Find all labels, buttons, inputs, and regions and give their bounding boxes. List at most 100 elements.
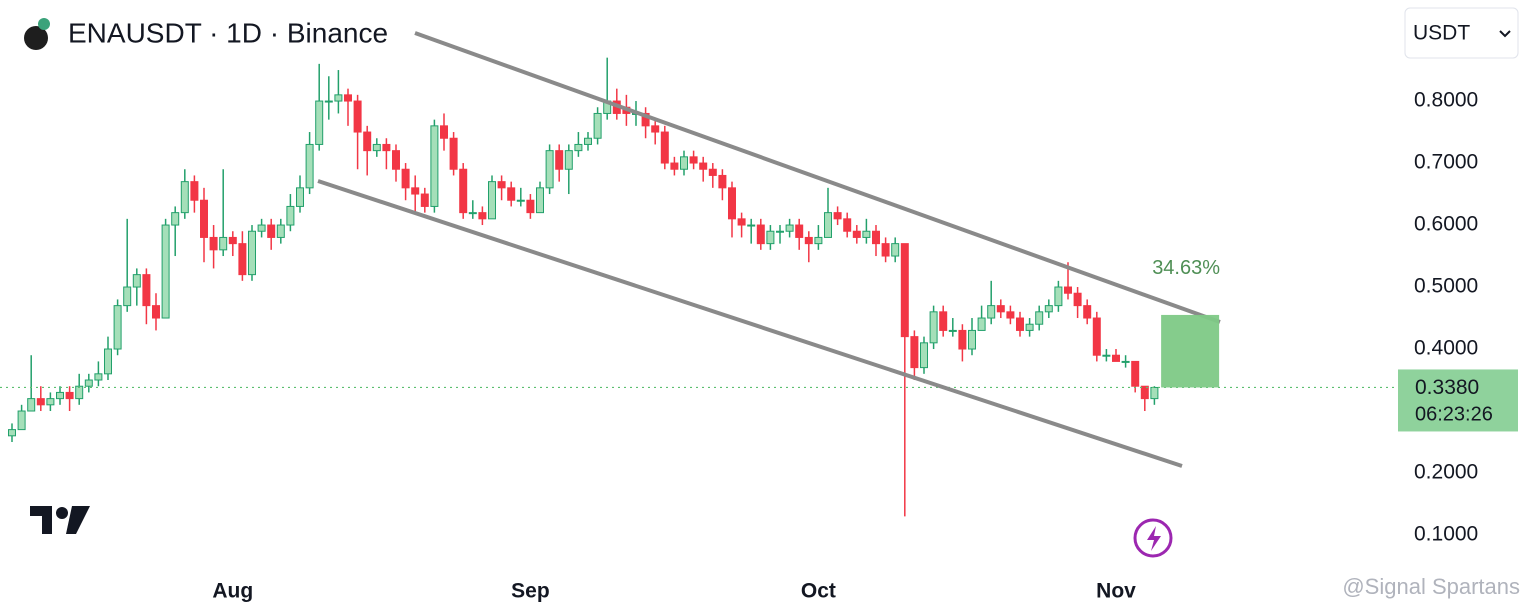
- candle-body: [392, 150, 400, 170]
- candle-body: [411, 187, 420, 195]
- candle-body: [516, 199, 525, 202]
- candle-body: [1044, 305, 1053, 313]
- candle-body: [699, 162, 708, 170]
- candle-body: [353, 100, 362, 133]
- candle-body: [94, 373, 103, 381]
- candle-body: [228, 236, 237, 245]
- candle-body: [65, 391, 74, 400]
- candle-body: [968, 329, 976, 350]
- candle-body: [939, 311, 948, 331]
- lightning-icon[interactable]: [1133, 518, 1173, 558]
- candle-body: [795, 224, 804, 238]
- candle-body: [555, 150, 564, 170]
- price-tag: [1398, 369, 1518, 432]
- candle-body: [276, 224, 285, 238]
- x-tick-label: Sep: [511, 580, 550, 603]
- watermark: @Signal Spartans: [1342, 574, 1520, 599]
- candle-body: [958, 329, 967, 350]
- candle-body: [1092, 317, 1101, 356]
- candle-body: [56, 391, 64, 400]
- candle-body: [219, 236, 228, 251]
- candle-body: [718, 174, 727, 189]
- candle-body: [171, 212, 180, 226]
- candle-body: [507, 187, 516, 201]
- candle-body: [872, 230, 880, 245]
- candle-body: [382, 143, 391, 152]
- candle-body: [1035, 311, 1044, 325]
- candle-body: [891, 243, 900, 257]
- candle-body: [1121, 360, 1130, 363]
- candle-body: [8, 429, 16, 437]
- candle-body: [814, 236, 823, 245]
- x-tick-label: Nov: [1096, 580, 1136, 603]
- candle-body: [1016, 317, 1024, 331]
- candle-body: [920, 342, 928, 369]
- candle-body: [1083, 305, 1092, 319]
- candle-body: [36, 398, 45, 406]
- x-tick-label: Oct: [801, 580, 836, 603]
- candle-body: [1140, 385, 1149, 400]
- candle-body: [84, 379, 93, 387]
- candle-body: [468, 212, 477, 215]
- candle-body: [910, 336, 919, 369]
- candle-body: [46, 398, 55, 406]
- candle-body: [209, 236, 218, 251]
- candle-body: [987, 305, 996, 319]
- candle-body: [190, 181, 199, 201]
- channel-upper: [414, 31, 1221, 324]
- candle-body: [766, 230, 775, 245]
- candle-body: [1054, 286, 1063, 307]
- candle-body: [660, 131, 669, 164]
- candle-body: [680, 156, 688, 170]
- candle-body: [1025, 323, 1034, 331]
- candle-body: [833, 212, 842, 220]
- price-tag-countdown: 06:23:26: [1415, 404, 1493, 426]
- candle-body: [708, 168, 717, 176]
- projection-box: [1161, 314, 1220, 388]
- candle-body: [536, 187, 544, 214]
- candle-body: [296, 187, 304, 207]
- candle-body: [977, 317, 986, 331]
- candle-body: [785, 224, 794, 232]
- candle-body: [420, 193, 429, 207]
- candle-body: [401, 168, 410, 189]
- candle-body: [161, 224, 170, 319]
- candle-body: [478, 212, 487, 220]
- lightning-bolt: [1147, 526, 1161, 551]
- candle-body: [142, 274, 151, 307]
- candle-body: [593, 112, 602, 139]
- candle-body: [315, 100, 324, 145]
- candle-body: [776, 230, 784, 233]
- candle-body: [756, 224, 765, 245]
- candle-body: [334, 94, 343, 102]
- candle-body: [449, 137, 458, 170]
- candle-body: [651, 125, 660, 133]
- currency-label: USDT: [1413, 22, 1470, 45]
- y-tick-label: 0.2000: [1414, 461, 1478, 484]
- candle-body: [459, 168, 468, 214]
- candle-body: [286, 205, 295, 226]
- candle-body: [728, 187, 736, 220]
- candle-body: [497, 181, 506, 189]
- candle-body: [123, 286, 132, 307]
- candle-body: [324, 100, 333, 103]
- candle-body: [267, 224, 276, 238]
- candle-body: [862, 230, 871, 238]
- candle-body: [584, 137, 592, 145]
- y-tick-label: 0.4000: [1414, 337, 1478, 360]
- candle-body: [1150, 386, 1159, 400]
- candle-body: [305, 143, 314, 189]
- exchange-icon: [38, 18, 50, 30]
- currency-select[interactable]: [1404, 7, 1519, 59]
- candle-body: [996, 305, 1005, 313]
- candle-body: [1131, 360, 1140, 387]
- candle-body: [689, 156, 698, 164]
- y-tick-label: 0.5000: [1414, 275, 1478, 298]
- candle-body: [641, 112, 650, 127]
- candle-body: [257, 224, 266, 232]
- candle-body: [17, 410, 26, 431]
- candle-body: [1073, 292, 1082, 307]
- candle-body: [132, 274, 141, 288]
- candle-body: [488, 181, 496, 220]
